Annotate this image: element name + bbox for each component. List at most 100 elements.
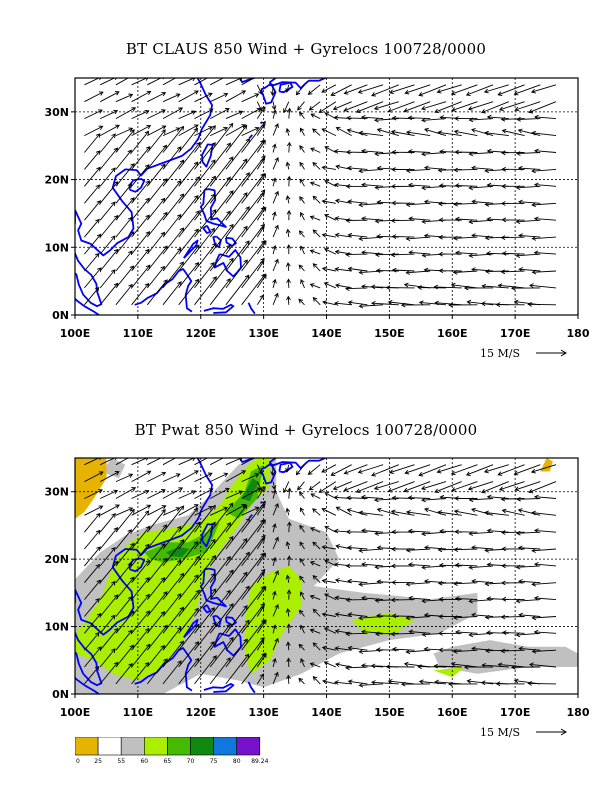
- wind-arrow: [468, 565, 494, 570]
- wind-arrow: [272, 143, 277, 153]
- coastline: [248, 513, 253, 519]
- wind-arrow: [360, 114, 384, 120]
- wind-arrow: [501, 217, 525, 223]
- wind-arrow: [225, 259, 248, 289]
- wind-arrow: [295, 464, 305, 476]
- wind-arrow: [484, 510, 509, 516]
- pwat-region: [75, 458, 107, 519]
- wind-arrow: [225, 124, 247, 136]
- wind-arrow: [453, 201, 478, 207]
- wind-arrow: [256, 653, 267, 668]
- wind-arrow: [471, 199, 494, 205]
- wind-arrow: [209, 176, 231, 204]
- wind-arrow: [408, 595, 431, 601]
- wind-arrow: [385, 285, 415, 290]
- wind-arrow: [131, 164, 150, 187]
- wind-arrow: [407, 495, 431, 501]
- wind-arrow: [194, 227, 215, 255]
- wind-arrow: [467, 481, 494, 491]
- wind-arrow: [421, 598, 447, 604]
- wind-arrow: [84, 529, 101, 550]
- wind-arrow: [115, 283, 133, 306]
- wind-arrow: [178, 657, 200, 685]
- wind-arrow: [481, 662, 509, 668]
- wind-arrow: [225, 110, 244, 120]
- wind-arrow: [454, 529, 478, 535]
- wind-arrow: [500, 614, 525, 620]
- wind-arrow: [272, 603, 279, 617]
- wind-arrow: [387, 679, 415, 685]
- wind-arrow: [371, 464, 399, 477]
- wind-arrow: [481, 283, 509, 289]
- y-tick-label: 30N: [44, 486, 69, 499]
- wind-arrow: [178, 521, 201, 550]
- wind-arrow: [471, 128, 494, 137]
- wind-arrow: [256, 586, 267, 600]
- wind-arrow: [99, 648, 116, 668]
- wind-arrow: [322, 300, 337, 306]
- wind-arrow: [527, 681, 557, 686]
- wind-arrow: [146, 231, 166, 255]
- wind-arrow: [370, 300, 399, 306]
- coastline: [75, 458, 213, 636]
- wind-arrow: [343, 84, 368, 95]
- wind-arrow: [418, 84, 447, 97]
- wind-arrow: [209, 223, 234, 255]
- wind-arrow: [131, 90, 152, 103]
- wind-arrow: [534, 561, 557, 567]
- wind-arrow: [517, 508, 541, 516]
- wind-arrow: [334, 198, 352, 204]
- wind-arrow: [454, 149, 478, 155]
- wind-arrow: [194, 521, 216, 550]
- pwat-region: [433, 667, 465, 678]
- wind-arrow: [533, 250, 557, 256]
- wind-arrow: [285, 608, 291, 617]
- legend-swatch: [236, 737, 261, 756]
- wind-arrow: [162, 572, 185, 600]
- legend-swatch: [120, 737, 145, 756]
- wind-arrow: [256, 206, 267, 221]
- coastline: [201, 523, 214, 548]
- wind-arrow: [209, 190, 234, 221]
- wind-arrow: [518, 233, 541, 239]
- wind-arrow: [115, 529, 132, 550]
- wind-arrow: [256, 173, 266, 187]
- wind-arrow: [115, 487, 137, 499]
- wind-arrow: [391, 580, 415, 585]
- wind-arrow: [84, 458, 102, 466]
- wind-arrow: [465, 84, 494, 97]
- coastline: [202, 604, 212, 614]
- wind-arrow: [99, 580, 116, 600]
- wind-arrow: [256, 639, 264, 651]
- wind-arrow: [272, 489, 277, 499]
- wind-arrow: [84, 91, 104, 103]
- coastline: [183, 239, 199, 259]
- coastline: [225, 236, 237, 247]
- legend-label: 75: [210, 758, 218, 765]
- wind-arrow: [256, 158, 265, 170]
- wind-arrow: [162, 507, 181, 516]
- wind-arrow: [131, 282, 150, 306]
- wind-arrow: [286, 674, 291, 684]
- wind-arrow: [450, 282, 478, 289]
- wind-arrow: [310, 493, 321, 499]
- wind-arrow: [407, 149, 431, 154]
- y-tick-label: 10N: [44, 621, 69, 634]
- wind-arrow: [391, 167, 415, 172]
- wind-arrow: [272, 190, 279, 204]
- wind-arrow: [323, 627, 337, 634]
- wind-arrow: [334, 266, 352, 272]
- wind-arrow: [407, 528, 431, 534]
- wind-arrow: [423, 545, 447, 550]
- wind-arrow: [84, 563, 101, 583]
- wind-arrow: [178, 110, 197, 120]
- wind-arrow: [324, 593, 337, 601]
- x-tick-label: 130E: [248, 706, 278, 719]
- x-tick-label: 150E: [374, 706, 404, 719]
- wind-arrow: [299, 491, 305, 499]
- wind-arrow: [346, 508, 368, 516]
- wind-arrow: [241, 155, 266, 187]
- wind-arrow: [272, 637, 279, 651]
- x-tick-label: 150E: [374, 327, 404, 340]
- wind-arrow: [115, 596, 133, 617]
